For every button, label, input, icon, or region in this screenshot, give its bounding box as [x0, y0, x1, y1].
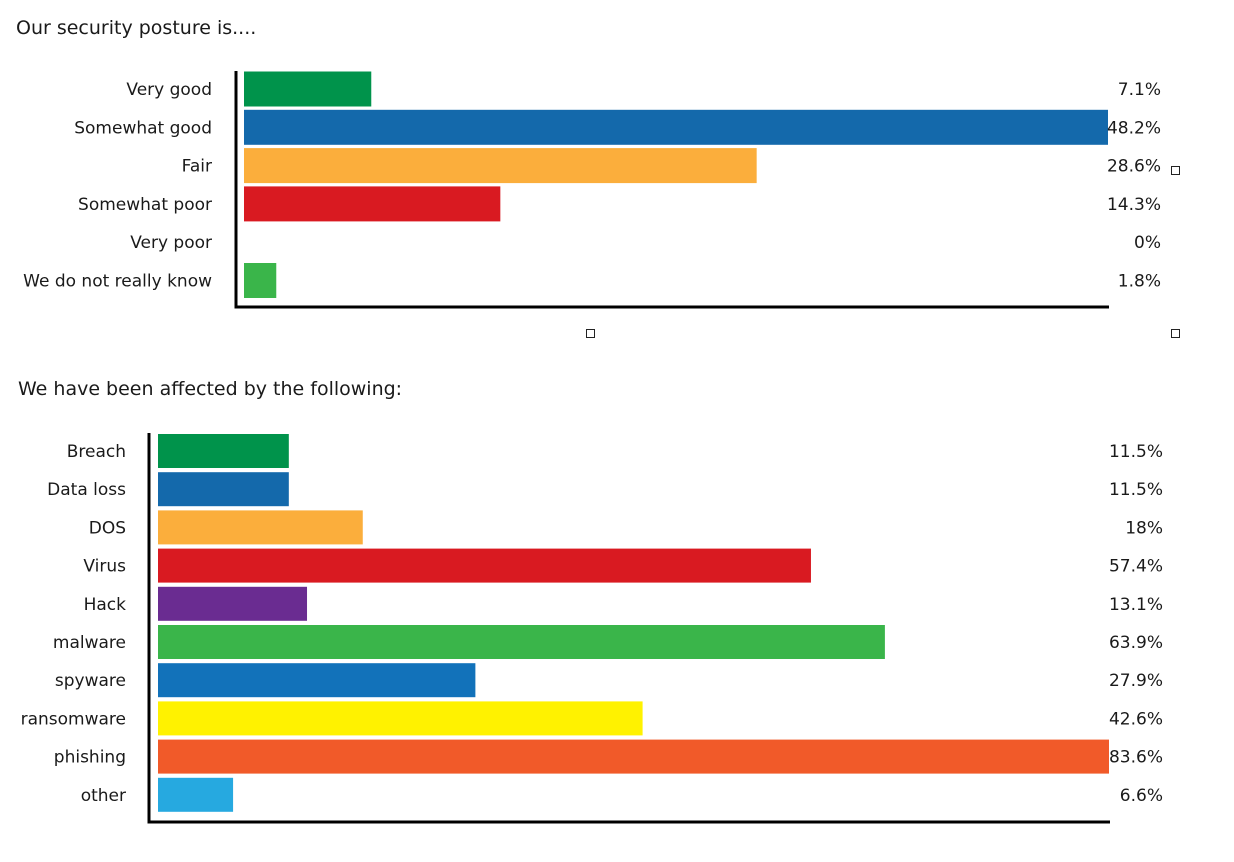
bar [158, 586, 308, 621]
bar [158, 434, 289, 468]
data-label: 63.9% [1109, 633, 1163, 653]
bar [244, 109, 1108, 145]
bar [244, 186, 501, 222]
category-label: We do not really know [23, 272, 212, 292]
category-label: malware [53, 633, 126, 653]
data-label: 42.6% [1109, 709, 1163, 729]
data-label: 7.1% [1118, 80, 1161, 100]
data-label: 83.6% [1109, 748, 1163, 768]
data-label: 18% [1125, 518, 1163, 538]
category-label: Somewhat good [74, 118, 212, 138]
bar [244, 148, 757, 184]
bar [158, 777, 234, 812]
category-label: Very poor [130, 233, 212, 253]
chart-1: Very good 7.1% Somewhat good 48.2% Fair 28.6%… [23, 71, 1161, 309]
data-label: 1.8% [1118, 272, 1161, 292]
data-label: 0% [1134, 233, 1161, 253]
category-label: Virus [83, 557, 126, 577]
data-label: 13.1% [1109, 595, 1163, 615]
bar [158, 625, 885, 659]
category-label: spyware [55, 671, 126, 691]
bar [244, 263, 277, 298]
data-label: 27.9% [1109, 671, 1163, 691]
data-label: 11.5% [1109, 442, 1163, 462]
chart-1-title: Our security posture is.... [16, 17, 257, 39]
bar [158, 739, 1109, 774]
resize-handle-bottom[interactable] [586, 329, 595, 338]
bar [158, 663, 476, 698]
bar [158, 510, 363, 545]
chart-2-title: We have been affected by the following: [18, 378, 403, 400]
bar [158, 548, 811, 583]
category-label: Very good [126, 80, 212, 100]
data-label: 14.3% [1107, 195, 1161, 215]
data-label: 48.2% [1107, 118, 1161, 138]
data-label: 57.4% [1109, 557, 1163, 577]
category-label: other [81, 786, 126, 806]
resize-handle-right[interactable] [1171, 166, 1180, 175]
bar [158, 472, 289, 507]
data-label: 28.6% [1107, 157, 1161, 177]
bar [158, 701, 643, 736]
category-label: Somewhat poor [78, 195, 212, 215]
data-label: 11.5% [1109, 480, 1163, 500]
category-label: Hack [84, 595, 127, 615]
data-label: 6.6% [1120, 786, 1163, 806]
category-label: Fair [182, 157, 212, 177]
category-label: Breach [67, 442, 126, 462]
category-label: phishing [54, 748, 126, 768]
category-label: DOS [89, 518, 126, 538]
category-label: ransomware [21, 709, 126, 729]
category-label: Data loss [47, 480, 126, 500]
bar [244, 71, 372, 107]
resize-handle-bottom-right[interactable] [1171, 329, 1180, 338]
